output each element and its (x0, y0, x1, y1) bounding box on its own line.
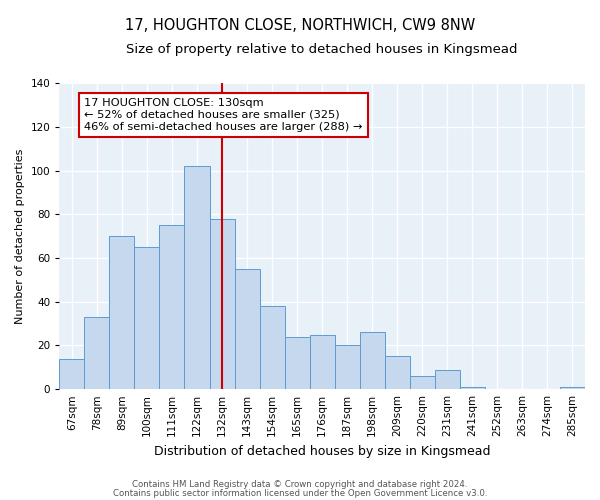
Bar (85, 317, 109, 389)
Bar (560, 387, 585, 389)
Text: 17 HOUGHTON CLOSE: 130sqm
← 52% of detached houses are smaller (325)
46% of semi: 17 HOUGHTON CLOSE: 130sqm ← 52% of detac… (85, 98, 363, 132)
Bar (435, 370, 460, 389)
Bar (235, 269, 260, 389)
Bar (335, 346, 360, 389)
Text: 17, HOUGHTON CLOSE, NORTHWICH, CW9 8NW: 17, HOUGHTON CLOSE, NORTHWICH, CW9 8NW (125, 18, 475, 32)
X-axis label: Distribution of detached houses by size in Kingsmead: Distribution of detached houses by size … (154, 444, 490, 458)
Bar (184, 166, 209, 389)
Bar (385, 356, 410, 389)
Bar (59, 358, 85, 389)
Bar (134, 247, 160, 389)
Title: Size of property relative to detached houses in Kingsmead: Size of property relative to detached ho… (127, 42, 518, 56)
Y-axis label: Number of detached properties: Number of detached properties (15, 148, 25, 324)
Bar (460, 387, 485, 389)
Text: Contains public sector information licensed under the Open Government Licence v3: Contains public sector information licen… (113, 488, 487, 498)
Bar (360, 332, 385, 389)
Bar (209, 218, 235, 389)
Bar (260, 306, 284, 389)
Bar (410, 376, 435, 389)
Bar (284, 336, 310, 389)
Bar (160, 225, 184, 389)
Bar (109, 236, 134, 389)
Bar (310, 334, 335, 389)
Text: Contains HM Land Registry data © Crown copyright and database right 2024.: Contains HM Land Registry data © Crown c… (132, 480, 468, 489)
